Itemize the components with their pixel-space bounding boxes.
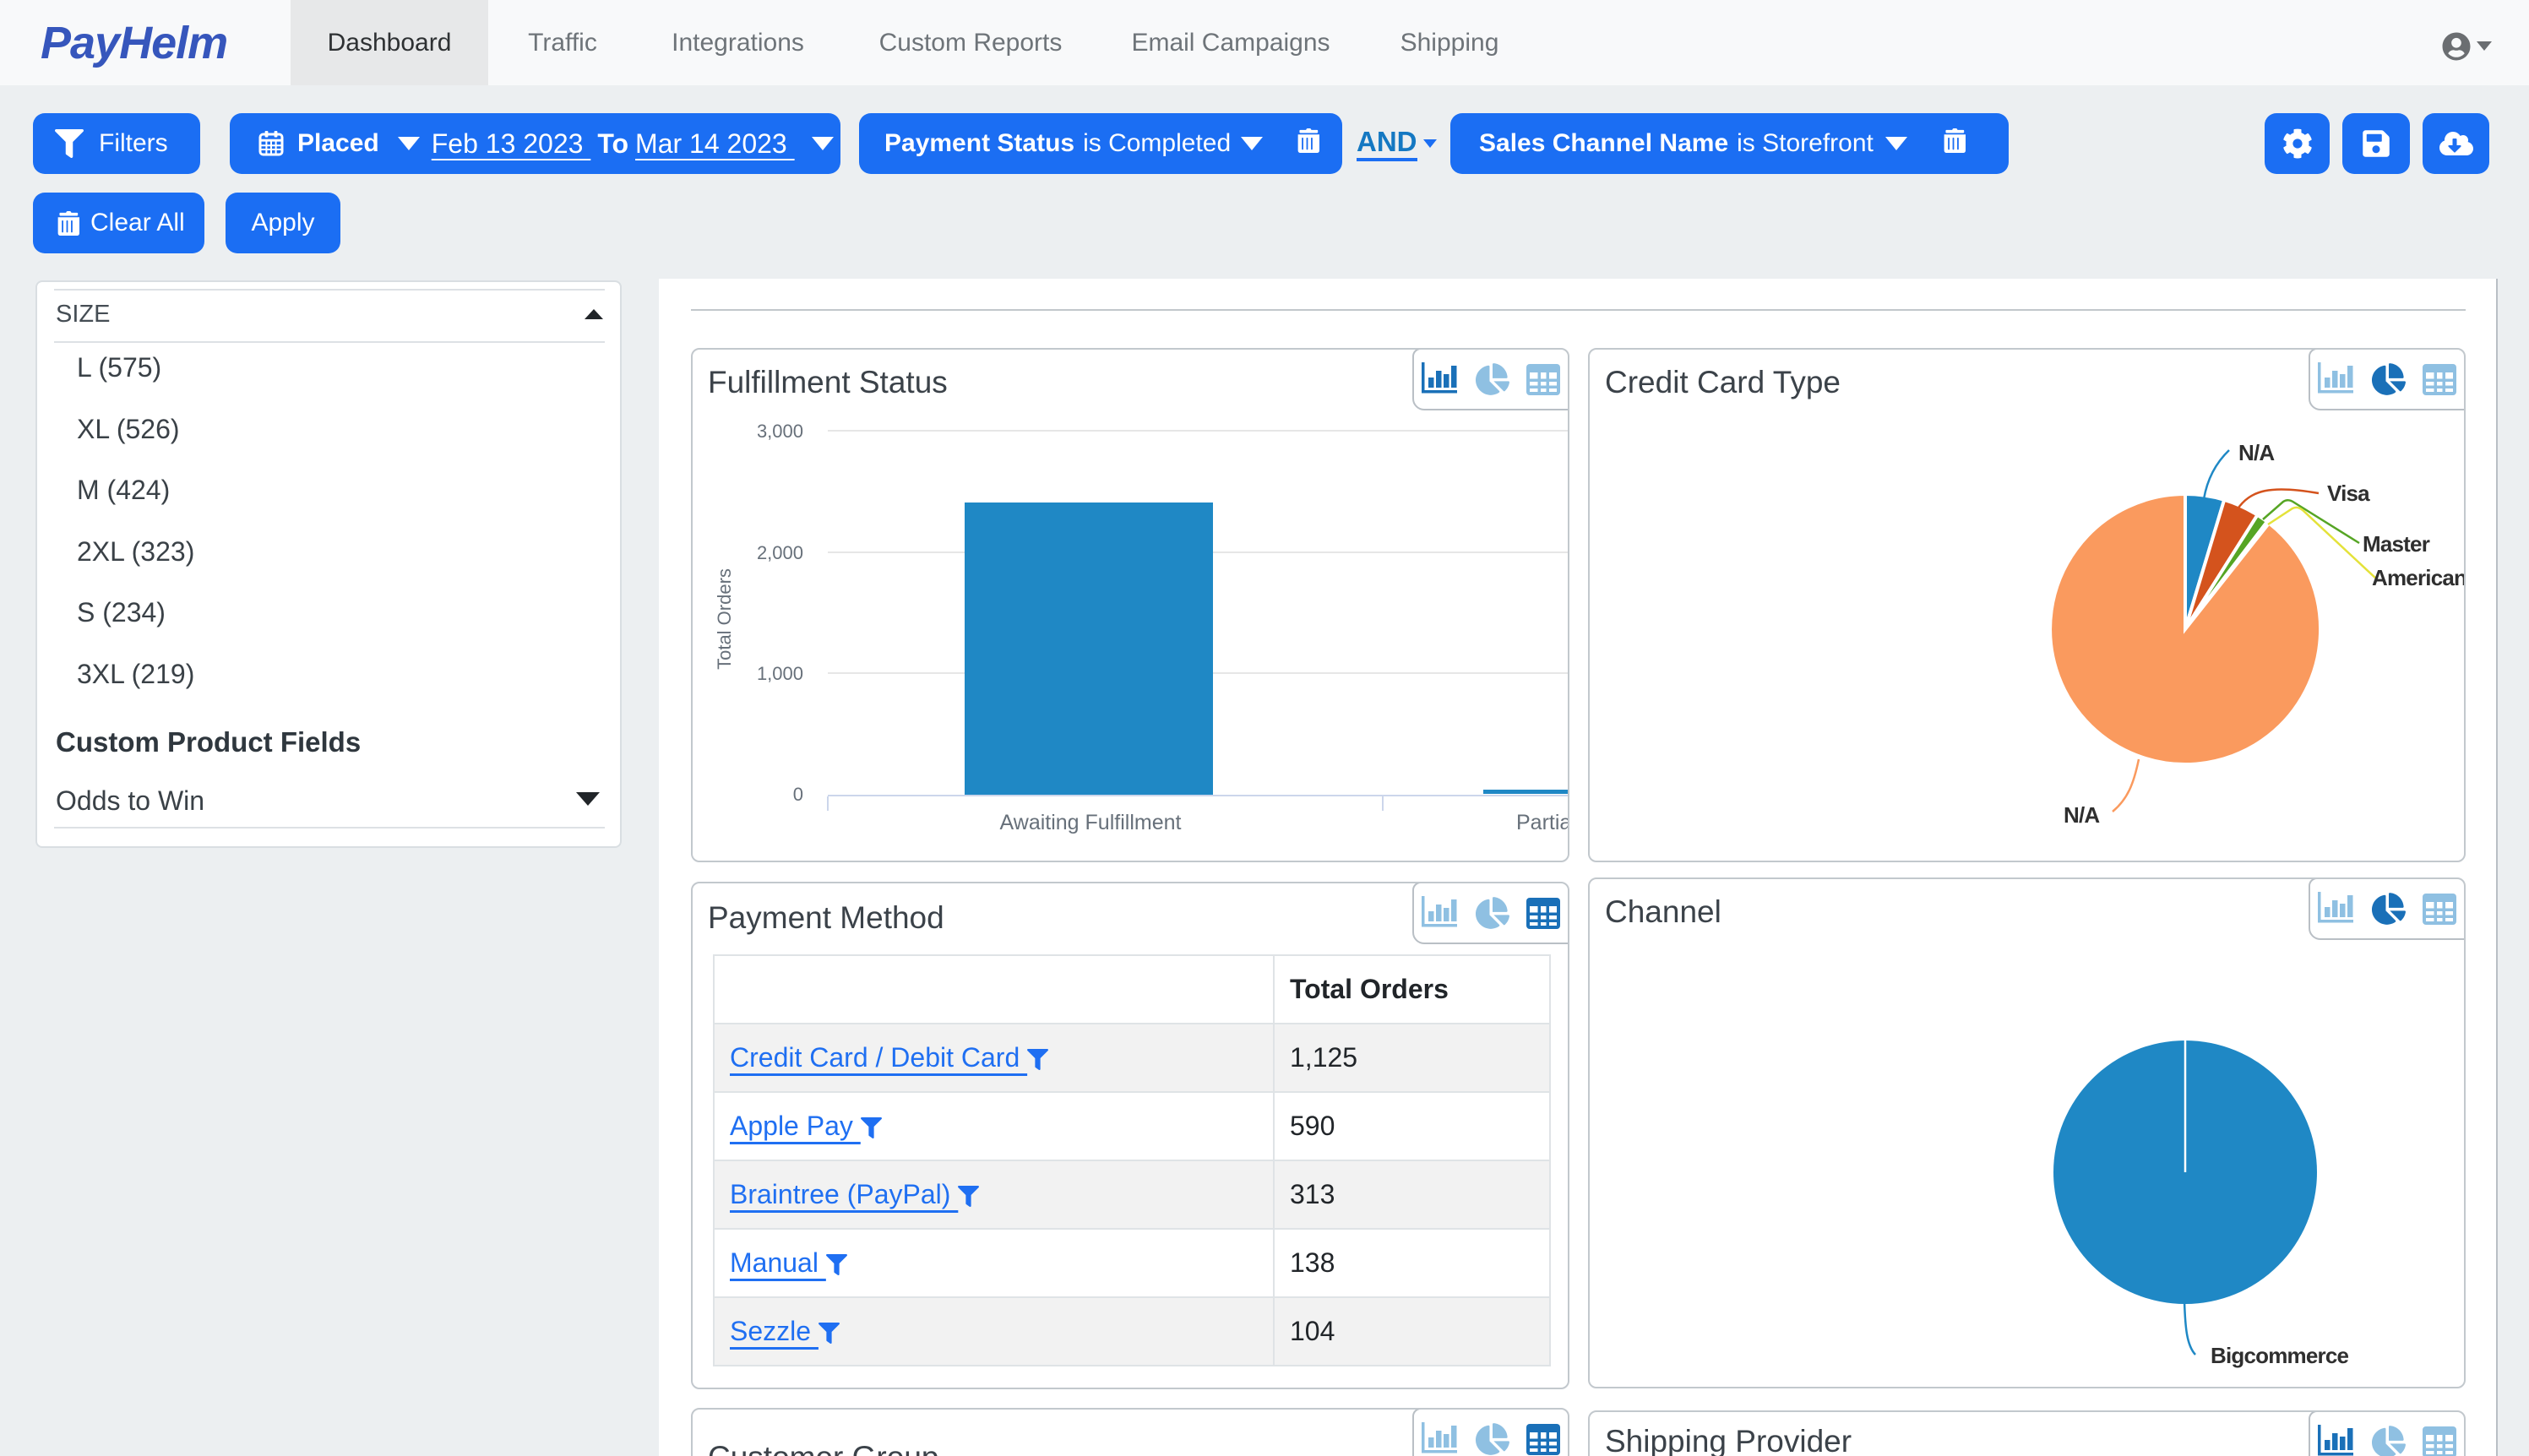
svg-text:1,000: 1,000 bbox=[757, 663, 803, 684]
svg-text:Bigcommerce: Bigcommerce bbox=[2211, 1343, 2348, 1368]
svg-text:American E: American E bbox=[2372, 565, 2466, 590]
svg-text:N/A: N/A bbox=[2238, 440, 2275, 465]
svg-text:Master: Master bbox=[2363, 531, 2430, 557]
svg-text:Total Orders: Total Orders bbox=[714, 568, 735, 670]
svg-text:0: 0 bbox=[793, 784, 803, 805]
svg-text:Awaiting Fulfillment: Awaiting Fulfillment bbox=[1000, 811, 1182, 834]
svg-text:3,000: 3,000 bbox=[757, 421, 803, 442]
svg-text:2,000: 2,000 bbox=[757, 542, 803, 563]
svg-text:N/A: N/A bbox=[2064, 802, 2100, 828]
svg-text:Visa: Visa bbox=[2327, 481, 2370, 506]
svg-text:Partially Fulfilled: Partially Fulfilled bbox=[1516, 811, 1569, 834]
